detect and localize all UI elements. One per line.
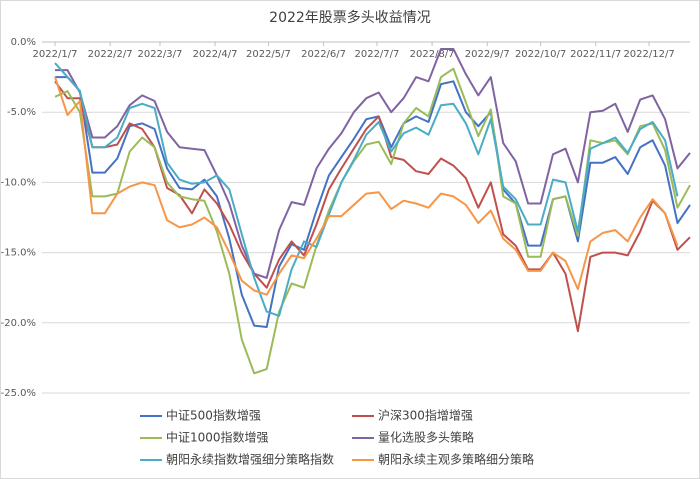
- x-tick-label: 2022/10/7: [515, 49, 566, 60]
- series-line: [55, 76, 691, 328]
- y-tick-label: -15.0%: [1, 248, 36, 259]
- x-tick-label: 2022/8/7: [410, 49, 455, 60]
- x-tick-label: 2022/11/7: [570, 49, 621, 60]
- legend-label: 量化选股多头策略: [378, 430, 474, 445]
- chart-title: 2022年股票多头收益情况: [269, 9, 431, 26]
- legend-label: 朝阳永续指数增强细分策略指数: [166, 452, 334, 467]
- series-line: [54, 76, 679, 296]
- x-tick-label: 2022/12/7: [623, 49, 674, 60]
- series-line: [55, 48, 691, 279]
- y-tick-label: -25.0%: [1, 388, 36, 399]
- y-tick-label: -20.0%: [1, 318, 36, 329]
- legend-label: 朝阳永续主观多策略细分策略: [378, 452, 534, 467]
- legend-label: 沪深300指增增强: [378, 408, 473, 423]
- series-line: [54, 62, 679, 317]
- x-tick-label: 2022/7/7: [354, 49, 399, 60]
- y-tick-label: -10.0%: [1, 177, 36, 188]
- x-tick-label: 2022/1/7: [33, 49, 78, 60]
- x-tick-label: 2022/6/7: [301, 49, 346, 60]
- x-tick-label: 2022/9/7: [465, 49, 510, 60]
- x-tick-label: 2022/3/7: [137, 49, 182, 60]
- x-tick-label: 2022/4/7: [193, 49, 238, 60]
- legend-label: 中证500指数增强: [166, 408, 261, 423]
- y-tick-label: -5.0%: [7, 107, 36, 118]
- y-tick-label: 0.0%: [11, 37, 36, 48]
- x-tick-label: 2022/5/7: [246, 49, 291, 60]
- legend-label: 中证1000指数增强: [166, 430, 269, 445]
- x-tick-label: 2022/2/7: [88, 49, 133, 60]
